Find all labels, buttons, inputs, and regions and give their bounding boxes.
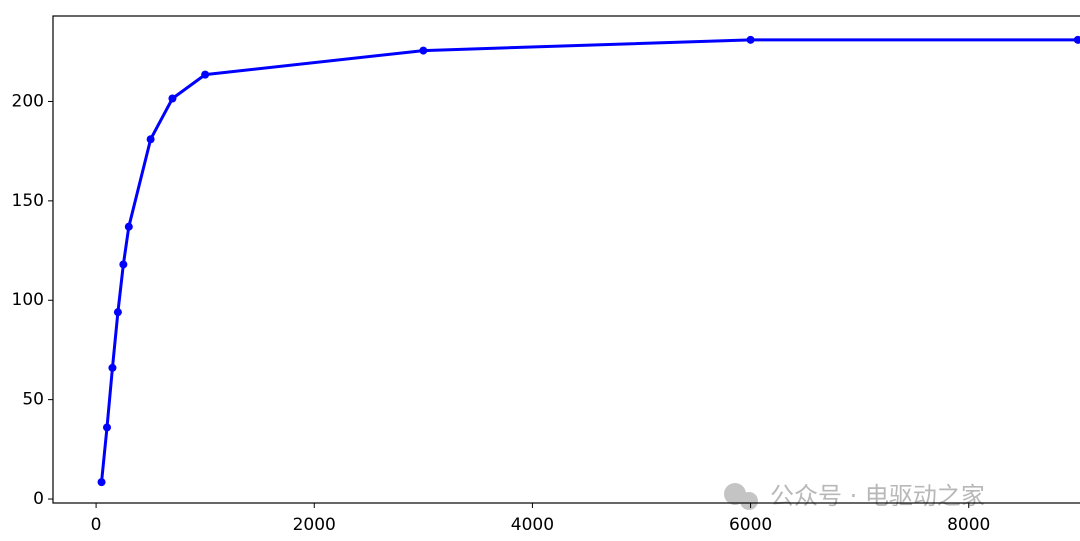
plot-frame xyxy=(52,15,1080,504)
data-point xyxy=(113,308,122,317)
x-tick-label: 4000 xyxy=(511,515,554,535)
y-tick-label: 200 xyxy=(12,91,44,111)
data-point xyxy=(102,423,111,432)
data-point xyxy=(97,478,106,487)
y-tick-label: 50 xyxy=(22,390,44,410)
data-point xyxy=(1073,35,1080,44)
y-tick-label: 100 xyxy=(12,290,44,310)
data-point xyxy=(108,363,117,372)
watermark: 公众号 · 电驱动之家 xyxy=(724,482,985,510)
data-point xyxy=(419,46,428,55)
x-tick-label: 6000 xyxy=(729,515,772,535)
data-point xyxy=(124,222,133,231)
y-tick-label: 150 xyxy=(12,191,44,211)
x-tick-label: 0 xyxy=(91,515,102,535)
y-tick-label: 0 xyxy=(33,489,44,509)
data-point xyxy=(119,260,128,269)
x-tick-label: 2000 xyxy=(293,515,336,535)
data-point xyxy=(168,94,177,103)
data-line xyxy=(100,38,1078,483)
data-point xyxy=(201,70,210,79)
data-point xyxy=(746,35,755,44)
x-tick-label: 8000 xyxy=(947,515,990,535)
data-point xyxy=(146,135,155,144)
watermark-text: 公众号 · 电驱动之家 xyxy=(770,482,985,510)
